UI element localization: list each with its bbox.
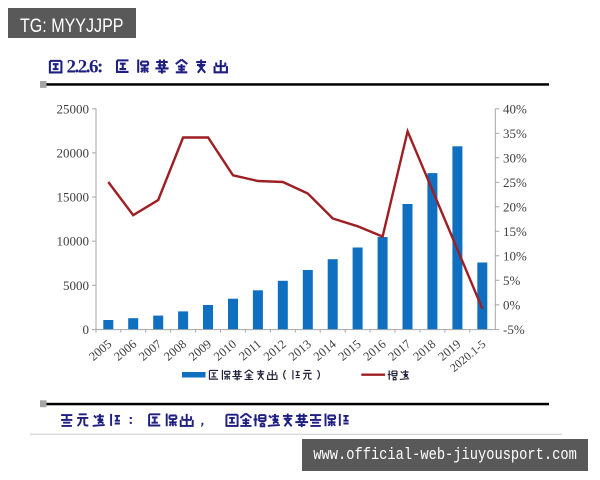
- svg-text:40%: 40%: [503, 101, 527, 116]
- svg-text:25%: 25%: [503, 175, 527, 190]
- svg-text:2011: 2011: [236, 337, 264, 364]
- svg-text:www.official-web-jiuyousport.c: www.official-web-jiuyousport.com: [313, 446, 577, 465]
- svg-text:15%: 15%: [503, 224, 527, 239]
- svg-text:2012: 2012: [261, 337, 289, 364]
- svg-text:2009: 2009: [186, 337, 214, 364]
- svg-text:25000: 25000: [57, 101, 90, 116]
- svg-text:20000: 20000: [57, 145, 90, 160]
- svg-text:35%: 35%: [503, 126, 527, 141]
- svg-text:2014: 2014: [311, 336, 340, 363]
- svg-text:2017: 2017: [385, 337, 413, 364]
- svg-text:2013: 2013: [286, 337, 314, 364]
- svg-text:2008: 2008: [161, 337, 189, 364]
- svg-text:10%: 10%: [503, 248, 527, 263]
- svg-text:5%: 5%: [503, 273, 521, 288]
- svg-text:2007: 2007: [136, 337, 164, 364]
- svg-text:2006: 2006: [111, 337, 139, 364]
- svg-text:15000: 15000: [57, 190, 90, 205]
- svg-text:2015: 2015: [336, 337, 364, 364]
- svg-text:5000: 5000: [63, 278, 89, 293]
- svg-text:-5%: -5%: [503, 322, 525, 337]
- svg-text:30%: 30%: [503, 150, 527, 165]
- svg-text:0: 0: [83, 322, 90, 337]
- svg-text:2005: 2005: [86, 337, 114, 364]
- svg-text:20%: 20%: [503, 199, 527, 214]
- svg-text:TG: MYYJJPP: TG: MYYJJPP: [20, 15, 124, 37]
- svg-text:2018: 2018: [410, 337, 438, 364]
- svg-text:2010: 2010: [211, 337, 239, 364]
- svg-text:0%: 0%: [503, 297, 521, 312]
- svg-text:2016: 2016: [361, 337, 389, 364]
- svg-text:2.2.6:: 2.2.6:: [67, 57, 103, 78]
- svg-text:10000: 10000: [57, 234, 90, 249]
